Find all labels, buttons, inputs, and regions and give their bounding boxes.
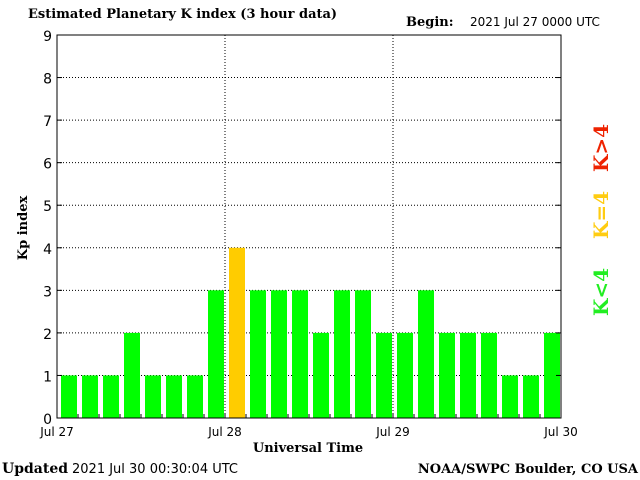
legend: K<4 K=4 K>4 [589,124,613,316]
kp-bar [124,332,140,418]
y-tick-label: 5 [43,199,52,215]
grid-lines [57,35,561,418]
credit-text: NOAA/SWPC Boulder, CO USA [418,462,639,477]
y-tick-label: 9 [43,29,52,45]
axis-ticks [57,34,561,419]
legend-item: K<4 [589,268,613,316]
kp-bar [166,375,182,418]
kp-bar [271,290,287,418]
x-tick-label: Jul 30 [543,425,578,439]
y-tick-label: 2 [43,327,52,343]
kp-bar [397,332,413,418]
kp-bar [355,290,371,418]
kp-bar [292,290,308,418]
x-tick-labels: Jul 27 Jul 28 Jul 29 Jul 30 [39,425,578,439]
kp-bar [544,332,560,418]
kp-bar [187,375,203,418]
y-tick-label: 0 [43,412,52,428]
x-tick-label: Jul 27 [39,425,74,439]
kp-bar [376,332,392,418]
y-tick-label: 1 [43,369,52,385]
kp-bar [523,375,539,418]
updated-label: Updated [2,461,68,477]
y-tick-label: 7 [43,114,52,130]
chart-title: Estimated Planetary K index (3 hour data… [28,7,337,22]
kp-bar [61,375,77,418]
legend-item: K>4 [589,124,613,172]
kp-bar [145,375,161,418]
begin-label: Begin: [406,15,454,30]
y-tick-label: 8 [43,72,52,88]
kp-bar [418,290,434,418]
kp-bar [502,375,518,418]
kp-bar [103,375,119,418]
y-tick-label: 4 [43,242,52,258]
kp-bar [460,332,476,418]
kp-bar [439,332,455,418]
kp-bar [229,247,245,418]
kp-bar [250,290,266,418]
begin-value: 2021 Jul 27 0000 UTC [470,15,600,29]
kp-bar [481,332,497,418]
x-tick-label: Jul 29 [375,425,410,439]
kp-bar [334,290,350,418]
y-tick-labels: 0 1 2 3 4 5 6 7 8 9 [43,29,52,428]
kp-bar [313,332,329,418]
updated-value: 2021 Jul 30 00:30:04 UTC [72,462,238,477]
x-axis-label: Universal Time [253,441,363,456]
x-tick-label: Jul 28 [207,425,242,439]
y-axis-label: Kp index [16,196,31,261]
kp-bar [208,290,224,418]
bars [61,247,560,418]
kp-bar [82,375,98,418]
y-tick-label: 3 [43,284,52,300]
legend-item: K=4 [589,191,613,239]
y-tick-label: 6 [43,157,52,173]
